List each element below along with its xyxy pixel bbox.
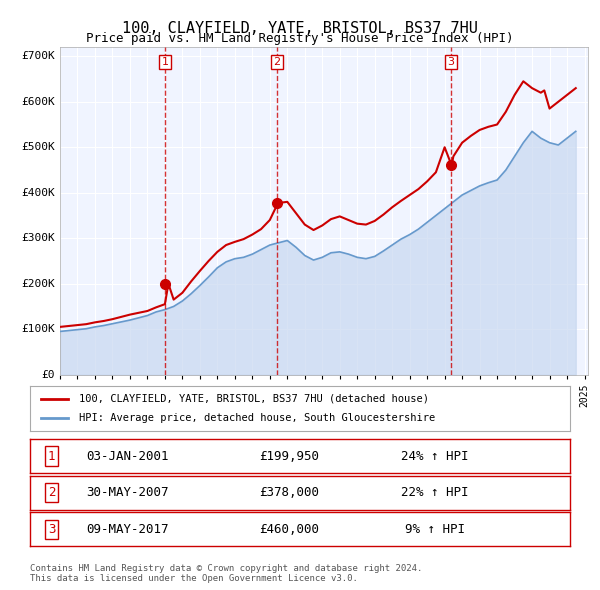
Text: £600K: £600K — [21, 97, 55, 107]
Text: 2: 2 — [274, 57, 281, 67]
Text: 1: 1 — [48, 450, 55, 463]
Text: HPI: Average price, detached house, South Gloucestershire: HPI: Average price, detached house, Sout… — [79, 414, 435, 423]
Text: 3: 3 — [48, 523, 55, 536]
Text: £460,000: £460,000 — [259, 523, 319, 536]
Text: 100, CLAYFIELD, YATE, BRISTOL, BS37 7HU: 100, CLAYFIELD, YATE, BRISTOL, BS37 7HU — [122, 21, 478, 35]
Text: 03-JAN-2001: 03-JAN-2001 — [86, 450, 169, 463]
Text: £0: £0 — [41, 370, 55, 379]
Text: £200K: £200K — [21, 278, 55, 289]
Text: 22% ↑ HPI: 22% ↑ HPI — [401, 486, 469, 499]
Text: 2: 2 — [48, 486, 55, 499]
Text: £378,000: £378,000 — [259, 486, 319, 499]
Text: Contains HM Land Registry data © Crown copyright and database right 2024.
This d: Contains HM Land Registry data © Crown c… — [30, 563, 422, 583]
Text: 100, CLAYFIELD, YATE, BRISTOL, BS37 7HU (detached house): 100, CLAYFIELD, YATE, BRISTOL, BS37 7HU … — [79, 394, 428, 404]
Text: £700K: £700K — [21, 51, 55, 61]
Text: Price paid vs. HM Land Registry's House Price Index (HPI): Price paid vs. HM Land Registry's House … — [86, 32, 514, 45]
Text: 09-MAY-2017: 09-MAY-2017 — [86, 523, 169, 536]
Text: 24% ↑ HPI: 24% ↑ HPI — [401, 450, 469, 463]
Text: 1: 1 — [161, 57, 169, 67]
Text: £500K: £500K — [21, 142, 55, 152]
Text: £300K: £300K — [21, 233, 55, 243]
Text: 30-MAY-2007: 30-MAY-2007 — [86, 486, 169, 499]
Text: 3: 3 — [448, 57, 454, 67]
Text: £400K: £400K — [21, 188, 55, 198]
Text: 9% ↑ HPI: 9% ↑ HPI — [405, 523, 465, 536]
Text: £199,950: £199,950 — [259, 450, 319, 463]
Text: £100K: £100K — [21, 324, 55, 334]
